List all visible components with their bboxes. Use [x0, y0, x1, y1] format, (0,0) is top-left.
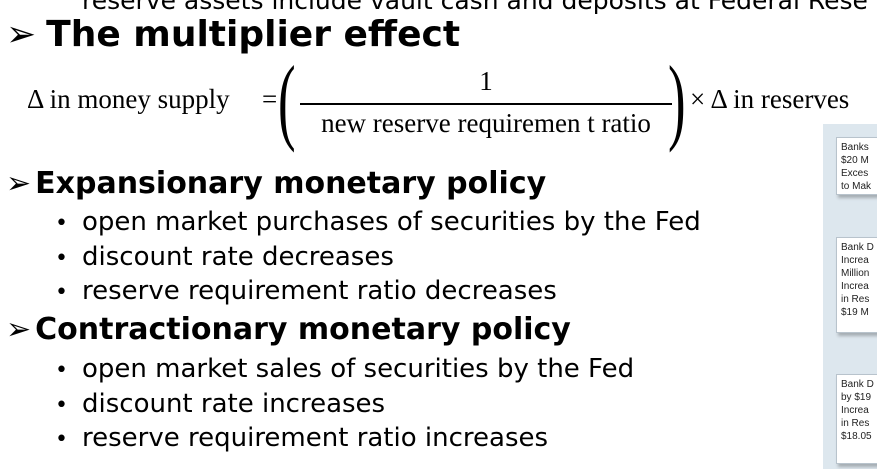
- bullet-dot-icon: •: [55, 280, 68, 305]
- diagram-box-line: to Mak: [841, 181, 872, 192]
- bullet-dot-icon: •: [55, 427, 68, 452]
- contractionary-list: • open market sales of securities by the …: [55, 353, 634, 457]
- formula-equals: =: [262, 84, 278, 114]
- list-item: • discount rate increases: [55, 388, 634, 423]
- formula-lhs: Δ in money supply: [27, 84, 230, 114]
- diagram-box-line: in Res: [841, 294, 870, 305]
- money-creation-diagram: Banks $20 M Exces to Mak Bank D Increa M…: [823, 124, 877, 469]
- arrow-bullet-icon: ➢: [6, 312, 32, 347]
- previous-line-partial-text: reserve assets include vault cash and de…: [82, 0, 868, 15]
- diagram-box-line: $19 M: [841, 307, 869, 318]
- diagram-box-line: by $19: [841, 392, 872, 403]
- diagram-box-line: $20 M: [841, 155, 869, 166]
- formula-paren-right: ): [668, 46, 686, 153]
- formula-denominator: new reserve requiremen t ratio: [321, 108, 651, 138]
- arrow-bullet-icon: ➢: [6, 166, 32, 201]
- diagram-box: Bank D Increa Million Increa in Res $19 …: [836, 237, 877, 333]
- diagram-box-line: Bank D: [841, 379, 874, 390]
- arrow-bullet-icon: ➢: [6, 14, 37, 55]
- contractionary-heading: ➢ Contractionary monetary policy: [6, 312, 571, 347]
- list-item-text: reserve requirement ratio decreases: [82, 276, 557, 306]
- diagram-box-line: Increa: [841, 255, 869, 266]
- bullet-dot-icon: •: [55, 211, 68, 236]
- expansionary-heading-text: Expansionary monetary policy: [35, 166, 547, 201]
- list-item: • open market purchases of securities by …: [55, 206, 701, 241]
- diagram-box: Bank D by $19 Increa in Res $18.05: [836, 374, 877, 464]
- diagram-box-line: Banks: [841, 142, 869, 153]
- slide-title: ➢ The multiplier effect: [6, 14, 460, 55]
- formula-numerator: 1: [479, 66, 493, 96]
- diagram-box-line: Increa: [841, 281, 869, 292]
- formula-fraction-bar: [300, 103, 672, 105]
- list-item-text: discount rate decreases: [82, 241, 394, 272]
- diagram-box-line: $18.05: [841, 431, 872, 442]
- bullet-dot-icon: •: [55, 358, 68, 383]
- bullet-dot-icon: •: [55, 245, 68, 271]
- multiplier-formula: Δ in money supply = ( 1 new reserve requ…: [0, 52, 877, 153]
- formula-rhs: × Δ in reserves: [690, 84, 850, 114]
- diagram-box-line: Exces: [841, 168, 869, 179]
- slide-title-text: The multiplier effect: [46, 14, 461, 55]
- contractionary-heading-text: Contractionary monetary policy: [35, 312, 571, 347]
- diagram-box-line: in Res: [841, 418, 870, 429]
- diagram-box-line: Bank D: [841, 242, 874, 253]
- diagram-box-line: Increa: [841, 405, 869, 416]
- list-item: • discount rate decreases: [55, 241, 701, 276]
- list-item-text: open market sales of securities by the F…: [82, 354, 635, 384]
- formula-paren-left: (: [278, 46, 296, 153]
- list-item: • reserve requirement ratio increases: [55, 422, 634, 457]
- diagram-box: Banks $20 M Exces to Mak: [836, 137, 877, 195]
- list-item: • reserve requirement ratio decreases: [55, 275, 701, 310]
- list-item-text: open market purchases of securities by t…: [82, 207, 701, 237]
- list-item-text: reserve requirement ratio increases: [82, 423, 549, 453]
- bullet-dot-icon: •: [55, 392, 68, 418]
- expansionary-heading: ➢ Expansionary monetary policy: [6, 166, 546, 201]
- diagram-box-line: Million: [841, 268, 870, 279]
- list-item: • open market sales of securities by the …: [55, 353, 634, 388]
- list-item-text: discount rate increases: [82, 388, 386, 419]
- expansionary-list: • open market purchases of securities by …: [55, 206, 701, 310]
